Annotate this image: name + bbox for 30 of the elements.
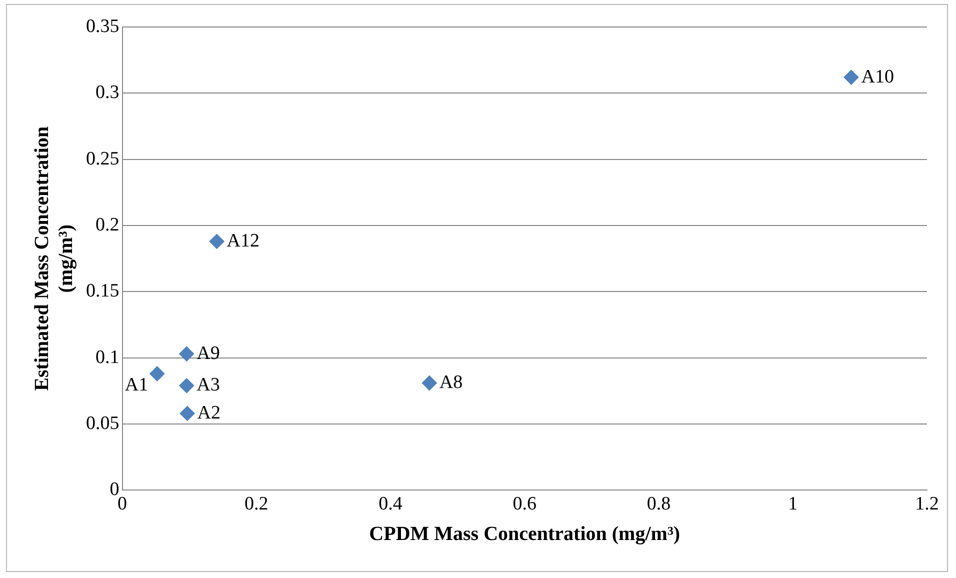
y-tick-label: 0.05 [86,413,120,434]
point [180,406,195,421]
annotation: A12 [226,230,260,252]
x-tick-label: 1 [788,494,798,515]
annotation: A9 [196,342,220,364]
point [150,366,165,382]
x-axis-title: CPDM Mass Concentration (mg/m³) [369,523,680,546]
y-tick-label: 0.35 [86,16,120,37]
y-tick-label: 0.2 [96,214,120,236]
x-tick-label: 0.6 [512,494,536,515]
y-tick-label: 0.3 [96,82,120,104]
point [844,70,859,85]
annotation: A1 [124,374,148,396]
y-tick-label: 0.15 [86,280,120,302]
y-tick-label: 0.1 [96,346,120,368]
annotation: A2 [197,402,221,424]
y-tick-label: 0.25 [86,148,120,170]
point [179,378,194,394]
annotation: A10 [861,66,894,88]
annotation: A8 [439,372,463,393]
point [179,346,194,362]
x-tick-label: 0.8 [646,494,671,515]
y-axis-title: Estimated Mass Concentration (mg/m³) [31,126,78,391]
x-tick-label: 0.2 [244,494,268,515]
x-tick-label: 0.4 [378,494,403,515]
point [209,234,224,249]
point [422,376,437,391]
annotation: A3 [196,374,220,396]
x-tick-label: 1.2 [915,494,939,515]
y-tick-label: 0 [110,479,120,500]
